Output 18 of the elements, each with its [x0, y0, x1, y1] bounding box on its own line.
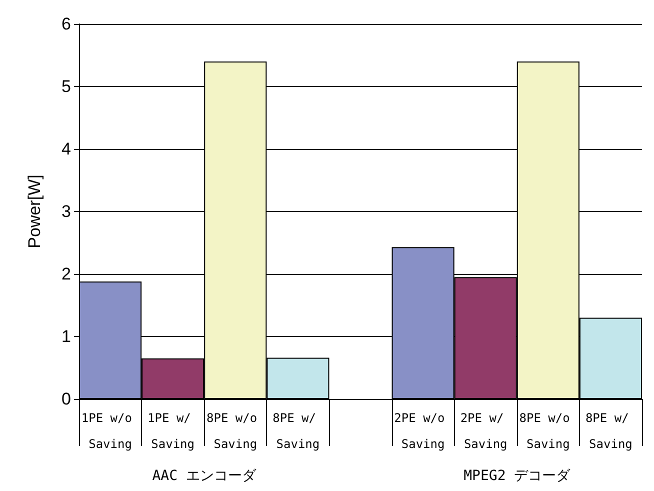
y-tick-label: 5 [62, 77, 71, 96]
x-tick-label: 1PE w/o Saving [81, 411, 140, 451]
y-axis-title: Power[W] [25, 174, 44, 248]
x-tick-label: 1PE w/ Saving [148, 411, 198, 451]
y-tick-label: 6 [62, 14, 71, 34]
x-tick-label: 8PE w/o Saving [519, 411, 578, 451]
y-tick-label: 4 [62, 140, 71, 158]
x-tick-label: 2PE w/ Saving [460, 411, 511, 451]
x-tick-label: 8PE w/ Saving [272, 411, 324, 451]
x-tick-label: 8PE w/o Saving [206, 411, 264, 451]
x-tick-label: 8PE w/ Saving [585, 411, 636, 451]
y-tick-label: 1 [62, 327, 71, 346]
y-tick-label: 3 [62, 202, 71, 221]
text: AAC エンコーダ [152, 468, 257, 484]
y-tick-label: 0 [62, 390, 71, 408]
x-tick-label: 2PE w/o Saving [394, 411, 452, 451]
y-tick-label: 2 [62, 264, 71, 284]
text: MPEG2 デコーダ [464, 468, 572, 484]
